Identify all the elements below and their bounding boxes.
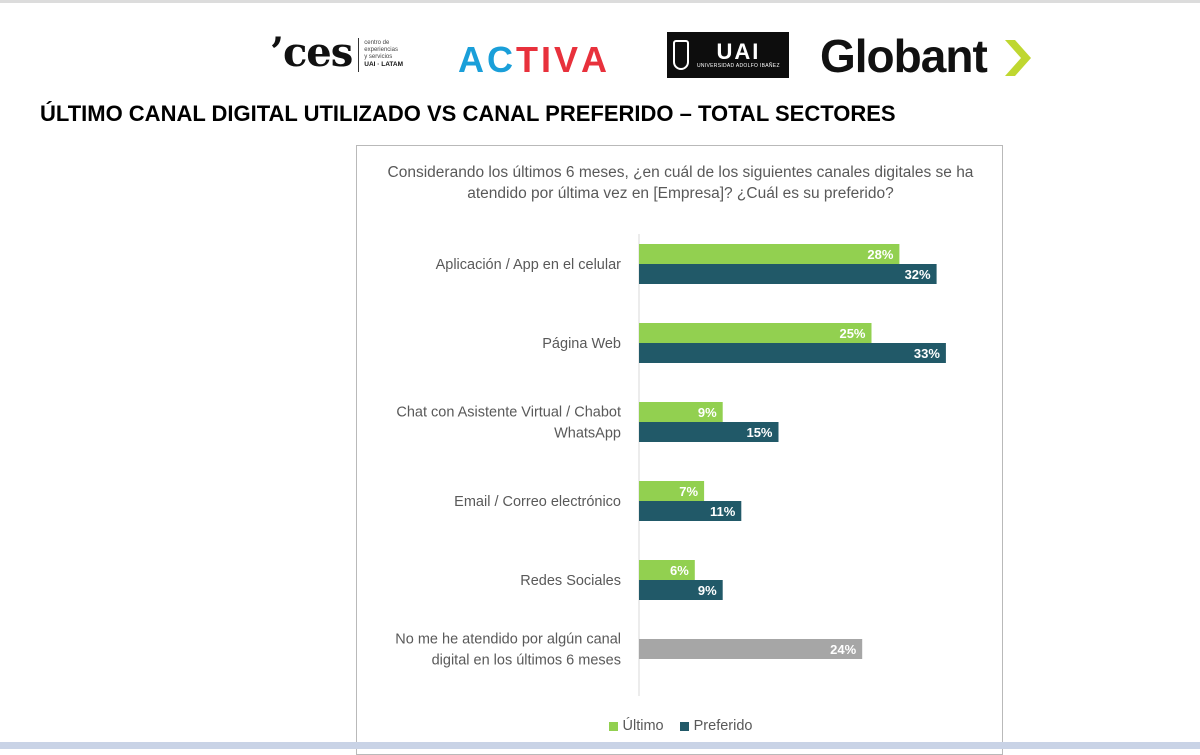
data-label: 33%: [914, 346, 940, 361]
bar-ultimo: [639, 402, 723, 422]
legend-label-ultimo: Último: [622, 718, 664, 734]
category-label: Email / Correo electrónico: [454, 494, 621, 510]
legend-swatch-preferido: [679, 721, 689, 731]
activa-logo-letter: A: [458, 39, 487, 80]
category-label: WhatsApp: [554, 426, 621, 442]
activa-logo-letter: C: [487, 39, 516, 80]
data-label: 11%: [710, 504, 736, 519]
globant-logo: Globant: [820, 30, 988, 82]
legend-item-preferido: Preferido: [679, 718, 753, 734]
category-label: Redes Sociales: [520, 573, 621, 589]
globant-arrow-icon: [1005, 40, 1031, 76]
data-label: 28%: [867, 247, 893, 262]
data-label: 24%: [830, 642, 856, 657]
category-label: Aplicación / App en el celular: [436, 257, 622, 273]
data-label: 15%: [746, 425, 772, 440]
bar-preferido: [639, 422, 779, 442]
uai-crest-icon: [673, 40, 689, 70]
ces-logo-separator: [358, 38, 360, 72]
chart-question: Considerando los últimos 6 meses, ¿en cu…: [387, 164, 974, 202]
bar-chart: 28% 32% Aplicación / App en el celular 25% 3…: [395, 234, 946, 696]
data-label: 9%: [698, 405, 717, 420]
category-label: Página Web: [542, 336, 621, 352]
bar-preferido: [639, 343, 946, 363]
page-title: ÚLTIMO CANAL DIGITAL UTILIZADO VS CANAL …: [40, 101, 896, 126]
uai-logo: UAI UNIVERSIDAD ADOLFO IBAÑEZ: [667, 32, 789, 78]
bar-no-channel: [639, 639, 863, 659]
uai-logo-text: UAI: [716, 38, 761, 64]
activa-logo-letter: I: [541, 39, 555, 80]
legend-label-preferido: Preferido: [693, 718, 753, 734]
legend-item-ultimo: Último: [608, 718, 664, 734]
ces-logo-mark: ’ces: [270, 29, 353, 76]
data-label: 6%: [670, 563, 689, 578]
data-label: 9%: [698, 583, 717, 598]
category-label: Chat con Asistente Virtual / Chabot: [396, 405, 621, 421]
bar-preferido: [639, 580, 723, 600]
bar-ultimo: [639, 323, 872, 343]
activa-logo-letter: V: [554, 39, 582, 80]
activa-logo: ACTIVA: [458, 40, 610, 80]
ces-logo: ’ces centro de experiencias y servicios …: [270, 29, 404, 76]
data-label: 25%: [839, 326, 865, 341]
legend-swatch-ultimo: [608, 721, 618, 731]
ces-logo-subtitle: centro de experiencias y servicios UAI ·…: [364, 40, 404, 68]
bar-ultimo: [639, 481, 705, 501]
chart-legend: Último Preferido: [357, 718, 1004, 734]
page-bottom-border: [0, 742, 1200, 749]
bar-preferido: [639, 501, 742, 521]
data-label: 32%: [905, 267, 931, 282]
page-top-border: [0, 0, 1200, 3]
activa-logo-letter: T: [516, 39, 541, 80]
data-label: 7%: [679, 484, 698, 499]
category-label: digital en los últimos 6 meses: [432, 653, 621, 669]
bar-ultimo: [639, 244, 900, 264]
uai-logo-subtext: UNIVERSIDAD ADOLFO IBAÑEZ: [697, 62, 780, 69]
activa-logo-letter: A: [581, 39, 611, 80]
bar-ultimo: [639, 560, 695, 580]
chart-panel: Considerando los últimos 6 meses, ¿en cu…: [356, 145, 1003, 755]
category-label: No me he atendido por algún canal: [395, 632, 621, 648]
bar-preferido: [639, 264, 937, 284]
